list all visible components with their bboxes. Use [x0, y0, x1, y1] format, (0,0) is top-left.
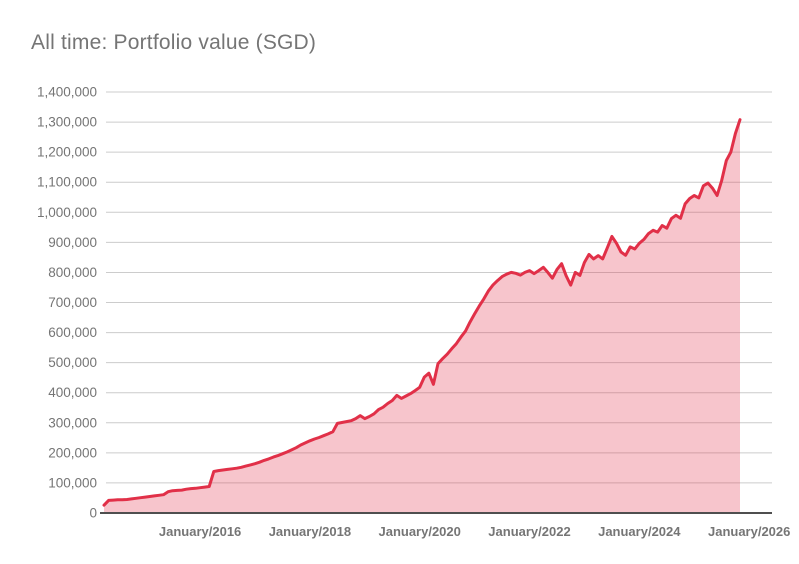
y-tick-label: 1,300,000 [37, 115, 97, 130]
y-tick-label: 500,000 [48, 355, 97, 370]
y-tick-label: 1,000,000 [37, 205, 97, 220]
area-fill[interactable] [104, 119, 740, 513]
y-tick-label: 300,000 [48, 415, 97, 430]
x-tick-label: January/2022 [488, 524, 570, 539]
y-tick-label: 400,000 [48, 385, 97, 400]
chart-title: All time: Portfolio value (SGD) [31, 31, 317, 54]
x-tick-label: January/2018 [269, 524, 351, 539]
x-tick-label: January/2016 [159, 524, 241, 539]
y-tick-label: 200,000 [48, 445, 97, 460]
y-tick-label: 600,000 [48, 325, 97, 340]
y-tick-label: 100,000 [48, 475, 97, 490]
y-tick-label: 1,400,000 [37, 85, 97, 100]
y-tick-label: 1,100,000 [37, 175, 97, 190]
y-tick-label: 800,000 [48, 265, 97, 280]
x-tick-label: January/2024 [598, 524, 681, 539]
y-tick-label: 700,000 [48, 295, 97, 310]
x-tick-label: January/2020 [378, 524, 460, 539]
y-tick-label: 1,200,000 [37, 145, 97, 160]
y-tick-label: 900,000 [48, 235, 97, 250]
x-tick-label: January/2026 [708, 524, 790, 539]
value-line[interactable] [102, 118, 742, 507]
y-tick-label: 0 [89, 506, 97, 521]
